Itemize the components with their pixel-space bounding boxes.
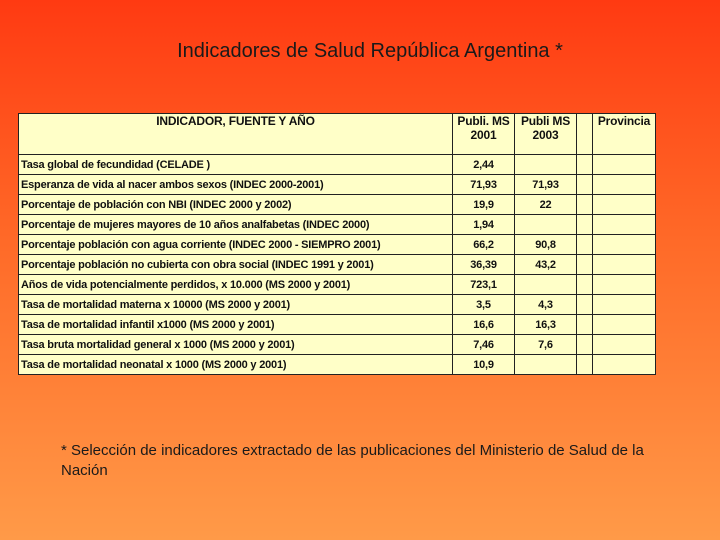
- header-row: INDICADOR, FUENTE Y AÑO Publi. MS 2001 Pu…: [18, 113, 656, 155]
- empty-cell: [592, 314, 656, 335]
- table-cell: 16,3: [514, 314, 577, 335]
- empty-cell: [576, 214, 593, 235]
- footnote: * Selección de indicadores extractado de…: [61, 442, 644, 479]
- empty-cell: [576, 154, 593, 175]
- table-cell: 7,46: [452, 334, 515, 355]
- empty-cell: [592, 254, 656, 275]
- table-cell: 90,8: [514, 234, 577, 255]
- header-text: 2001: [470, 128, 497, 142]
- table-cell: Tasa de mortalidad infantil x1000 (MS 20…: [18, 314, 453, 335]
- table-row: Porcentaje de población con NBI (INDEC 2…: [18, 194, 656, 215]
- table-cell: 43,2: [514, 254, 577, 275]
- table-cell: 7,6: [514, 334, 577, 355]
- table-cell: Porcentaje de mujeres mayores de 10 años…: [18, 214, 453, 235]
- header-cell: INDICADOR, FUENTE Y AÑO: [18, 113, 453, 155]
- empty-cell: [592, 274, 656, 295]
- table-row: Porcentaje población no cubierta con obr…: [18, 254, 656, 275]
- empty-cell: [576, 274, 593, 295]
- table-row: Porcentaje población con agua corriente …: [18, 234, 656, 255]
- empty-cell: [576, 314, 593, 335]
- table-cell: 723,1: [452, 274, 515, 295]
- table-cell: 36,39: [452, 254, 515, 275]
- table-cell: Tasa de mortalidad materna x 10000 (MS 2…: [18, 294, 453, 315]
- table-cell: 2,44: [452, 154, 515, 175]
- table-cell: 71,93: [452, 174, 515, 195]
- indicator-table: INDICADOR, FUENTE Y AÑO Publi. MS 2001 Pu…: [18, 113, 656, 375]
- empty-cell: [592, 354, 656, 375]
- empty-cell: [592, 194, 656, 215]
- table-row: Tasa de mortalidad neonatal x 1000 (MS 2…: [18, 354, 656, 375]
- header-text: 2003: [532, 128, 559, 142]
- empty-cell: [592, 154, 656, 175]
- empty-cell: [576, 254, 593, 275]
- empty-cell: [592, 234, 656, 255]
- empty-cell: [576, 294, 593, 315]
- empty-cell: [576, 174, 593, 195]
- table-row: Porcentaje de mujeres mayores de 10 años…: [18, 214, 656, 235]
- table-row: Tasa bruta mortalidad general x 1000 (MS…: [18, 334, 656, 355]
- table-cell: Años de vida potencialmente perdidos, x …: [18, 274, 453, 295]
- table-cell: Esperanza de vida al nacer ambos sexos (…: [18, 174, 453, 195]
- table-cell: [514, 154, 577, 175]
- empty-cell: [576, 194, 593, 215]
- table-cell: 71,93: [514, 174, 577, 195]
- empty-cell: [576, 234, 593, 255]
- empty-cell: [576, 354, 593, 375]
- table-cell: [514, 274, 577, 295]
- table-cell: 16,6: [452, 314, 515, 335]
- table-cell: Tasa bruta mortalidad general x 1000 (MS…: [18, 334, 453, 355]
- empty-cell: [592, 334, 656, 355]
- table-cell: 22: [514, 194, 577, 215]
- spacer-cell: [576, 113, 593, 155]
- table-cell: 19,9: [452, 194, 515, 215]
- table-cell: 66,2: [452, 234, 515, 255]
- table-cell: 10,9: [452, 354, 515, 375]
- header-cell: Publi MS 2003: [514, 113, 577, 155]
- table-row: Años de vida potencialmente perdidos, x …: [18, 274, 656, 295]
- header-cell: Publi. MS 2001: [452, 113, 515, 155]
- table-cell: 1,94: [452, 214, 515, 235]
- table-cell: Tasa global de fecundidad (CELADE ): [18, 154, 453, 175]
- table-row: Tasa global de fecundidad (CELADE ) 2,44: [18, 154, 656, 175]
- header-cell: Provincia: [592, 113, 656, 155]
- empty-cell: [576, 334, 593, 355]
- slide-title: Indicadores de Salud República Argentina…: [177, 40, 563, 62]
- table-cell: Porcentaje población con agua corriente …: [18, 234, 453, 255]
- empty-cell: [592, 174, 656, 195]
- empty-cell: [592, 214, 656, 235]
- table-cell: 4,3: [514, 294, 577, 315]
- table-cell: Tasa de mortalidad neonatal x 1000 (MS 2…: [18, 354, 453, 375]
- table-cell: Porcentaje de población con NBI (INDEC 2…: [18, 194, 453, 215]
- header-text: Publi MS: [520, 114, 571, 129]
- table-row: Tasa de mortalidad materna x 10000 (MS 2…: [18, 294, 656, 315]
- table-cell: Porcentaje población no cubierta con obr…: [18, 254, 453, 275]
- table-row: Tasa de mortalidad infantil x1000 (MS 20…: [18, 314, 656, 335]
- table-cell: [514, 214, 577, 235]
- table-cell: 3,5: [452, 294, 515, 315]
- empty-cell: [592, 294, 656, 315]
- table-cell: [514, 354, 577, 375]
- table-row: Esperanza de vida al nacer ambos sexos (…: [18, 174, 656, 195]
- header-text: Publi. MS: [457, 114, 510, 129]
